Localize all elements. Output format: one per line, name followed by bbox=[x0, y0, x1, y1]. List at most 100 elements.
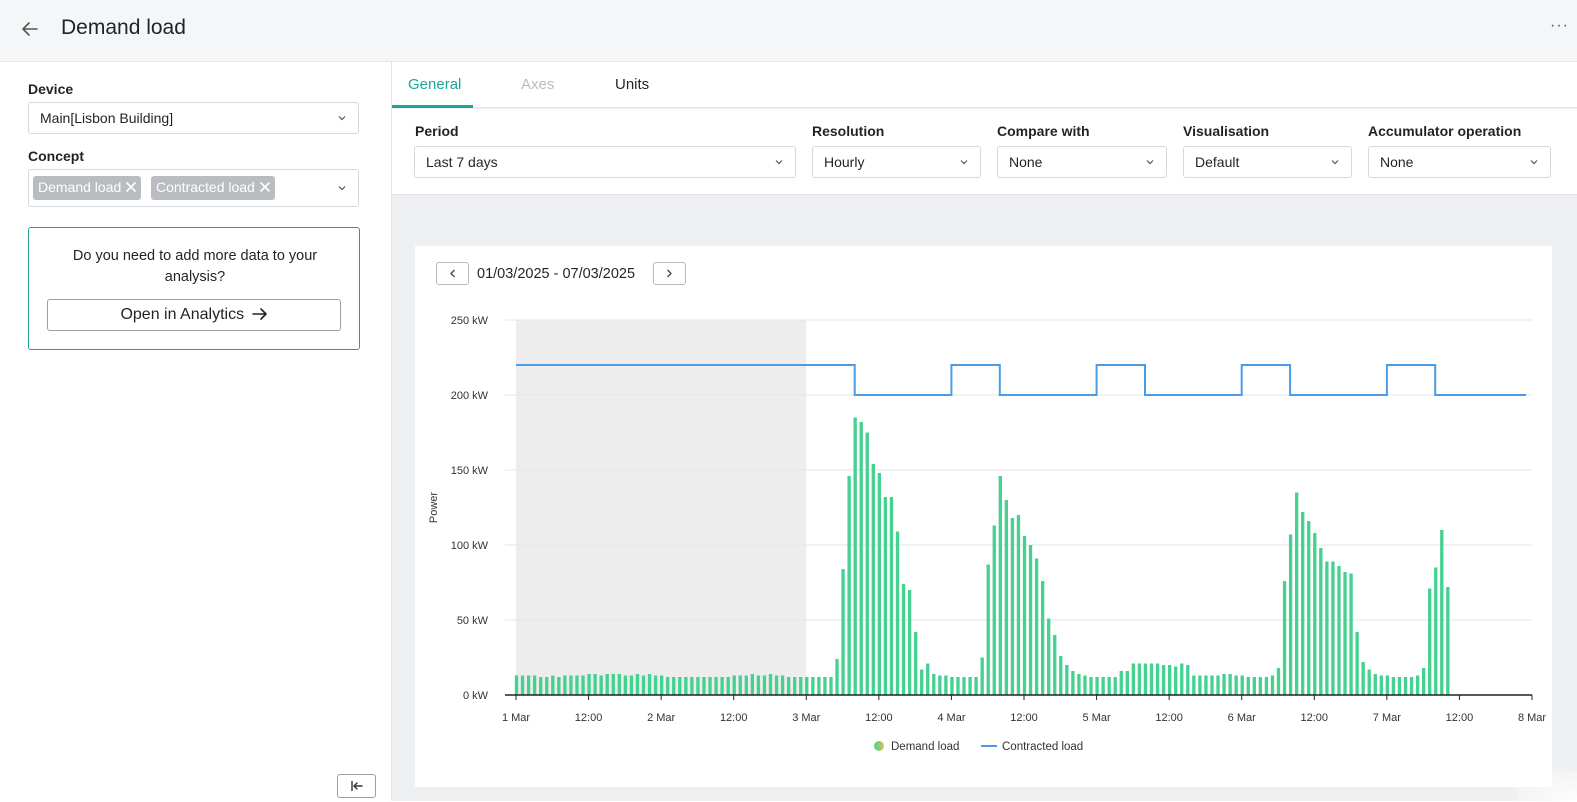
demand-load-bar bbox=[1240, 675, 1244, 695]
y-tick-label: 250 kW bbox=[451, 315, 489, 327]
demand-load-bar bbox=[623, 675, 628, 695]
demand-load-bar bbox=[968, 677, 972, 695]
ellipsis-icon[interactable]: ··· bbox=[1550, 17, 1569, 34]
chevron-left-icon bbox=[450, 269, 455, 278]
demand-load-bar bbox=[557, 677, 561, 695]
compare-with-label: Compare with bbox=[997, 123, 1090, 139]
demand-load-bar bbox=[1313, 533, 1317, 695]
tab-units[interactable]: Units bbox=[615, 76, 650, 93]
visualisation-label: Visualisation bbox=[1183, 123, 1270, 139]
demand-load-bar bbox=[1107, 677, 1111, 695]
contracted-load-line bbox=[516, 364, 1526, 396]
demand-load-bar bbox=[847, 476, 851, 695]
chevron-down-icon bbox=[338, 116, 346, 121]
compare-with-select[interactable]: None bbox=[997, 146, 1167, 178]
demand-load-bar bbox=[1210, 675, 1214, 695]
collapse-left-icon bbox=[351, 781, 363, 791]
demand-load-bar bbox=[829, 677, 833, 695]
chevron-down-icon bbox=[1331, 160, 1339, 165]
collapse-sidebar-button[interactable] bbox=[337, 774, 376, 798]
demand-load-bar bbox=[889, 497, 894, 695]
demand-load-bar bbox=[1355, 632, 1359, 695]
demand-load-bar bbox=[944, 675, 948, 695]
demand-load-bar bbox=[514, 675, 519, 695]
demand-load-bar bbox=[1288, 534, 1293, 695]
demand-load-bar bbox=[1034, 558, 1039, 695]
demand-load-bar bbox=[1294, 492, 1299, 695]
chip-label: Contracted load bbox=[156, 179, 255, 195]
demand-load-bar bbox=[756, 675, 761, 695]
demand-load-bar bbox=[635, 674, 640, 695]
demand-load-bar bbox=[1161, 665, 1166, 695]
next-period-button[interactable] bbox=[653, 262, 686, 285]
demand-load-bar bbox=[587, 674, 591, 695]
device-label: Device bbox=[28, 81, 74, 97]
demand-load-bar bbox=[853, 417, 857, 695]
legend-demand-load-marker bbox=[874, 741, 884, 751]
demand-load-bar bbox=[599, 675, 603, 695]
demand-load-bar bbox=[563, 675, 567, 695]
demand-load-bar bbox=[786, 677, 791, 695]
demand-load-bar bbox=[726, 677, 730, 695]
top-bar: Demand load ··· bbox=[0, 0, 1577, 62]
demand-load-bar bbox=[1434, 567, 1438, 695]
demand-load-bar bbox=[1409, 677, 1414, 695]
demand-load-bar bbox=[1174, 666, 1178, 695]
demand-load-bar bbox=[520, 675, 525, 695]
x-tick-label: 12:00 bbox=[1155, 712, 1183, 724]
demand-load-bar bbox=[932, 674, 936, 695]
demand-load-bar bbox=[1319, 548, 1323, 695]
visualisation-select[interactable]: Default bbox=[1183, 146, 1352, 178]
open-in-analytics-button[interactable]: Open in Analytics bbox=[47, 299, 341, 331]
period-label: Period bbox=[415, 123, 459, 139]
demand-load-bar bbox=[1131, 663, 1136, 695]
demand-load-bar bbox=[1325, 561, 1329, 695]
demand-load-bar bbox=[532, 675, 537, 695]
tab-axes[interactable]: Axes bbox=[521, 76, 555, 93]
demand-load-bar bbox=[1228, 674, 1232, 695]
main-panel: General Axes Units Period Last 7 days Re… bbox=[392, 62, 1577, 801]
device-select[interactable]: Main[Lisbon Building] bbox=[28, 102, 359, 134]
previous-period-button[interactable] bbox=[436, 262, 469, 285]
tab-bar: General Axes Units bbox=[392, 62, 1577, 108]
demand-load-bar bbox=[974, 677, 978, 695]
y-tick-label: 50 kW bbox=[457, 615, 489, 627]
demand-load-bar bbox=[696, 677, 700, 695]
demand-load-bar bbox=[581, 675, 585, 695]
demand-load-bar bbox=[1361, 662, 1365, 695]
concept-multiselect[interactable]: Demand load Contracted load bbox=[28, 169, 359, 207]
x-tick-label: 1 Mar bbox=[502, 712, 530, 724]
demand-load-bar bbox=[1071, 671, 1075, 695]
x-tick-label: 12:00 bbox=[575, 712, 603, 724]
demand-load-bar bbox=[545, 677, 549, 695]
demand-load-bar bbox=[551, 675, 555, 695]
demand-load-bar bbox=[666, 677, 670, 695]
demand-load-bar bbox=[1095, 677, 1099, 695]
resolution-select[interactable]: Hourly bbox=[812, 146, 981, 178]
resolution-label: Resolution bbox=[812, 123, 885, 139]
concept-label: Concept bbox=[28, 148, 84, 164]
compare-with-value: None bbox=[1009, 154, 1043, 170]
demand-load-bar bbox=[907, 590, 912, 695]
demand-load-bar bbox=[992, 525, 996, 695]
demand-load-bar bbox=[1397, 677, 1402, 695]
demand-load-bar bbox=[605, 674, 609, 695]
demand-load-bar bbox=[1149, 663, 1154, 695]
arrow-left-icon[interactable] bbox=[18, 17, 42, 41]
demand-load-bar bbox=[738, 675, 742, 695]
demand-load-bar bbox=[1053, 635, 1057, 695]
demand-load-bar bbox=[1004, 500, 1009, 695]
demand-load-bar bbox=[768, 674, 773, 695]
demand-load-bar bbox=[714, 677, 718, 695]
demand-load-bar bbox=[1180, 663, 1184, 695]
demand-load-bar bbox=[1143, 663, 1148, 695]
demand-load-bar bbox=[1216, 675, 1220, 695]
close-icon[interactable] bbox=[125, 180, 137, 196]
tab-general[interactable]: General bbox=[408, 76, 462, 93]
x-tick-label: 6 Mar bbox=[1228, 712, 1256, 724]
accumulator-operation-select[interactable]: None bbox=[1368, 146, 1551, 178]
close-icon[interactable] bbox=[259, 180, 271, 196]
period-select[interactable]: Last 7 days bbox=[414, 146, 796, 178]
date-range-label: 01/03/2025 - 07/03/2025 bbox=[477, 266, 636, 282]
demand-load-bar bbox=[883, 497, 888, 695]
